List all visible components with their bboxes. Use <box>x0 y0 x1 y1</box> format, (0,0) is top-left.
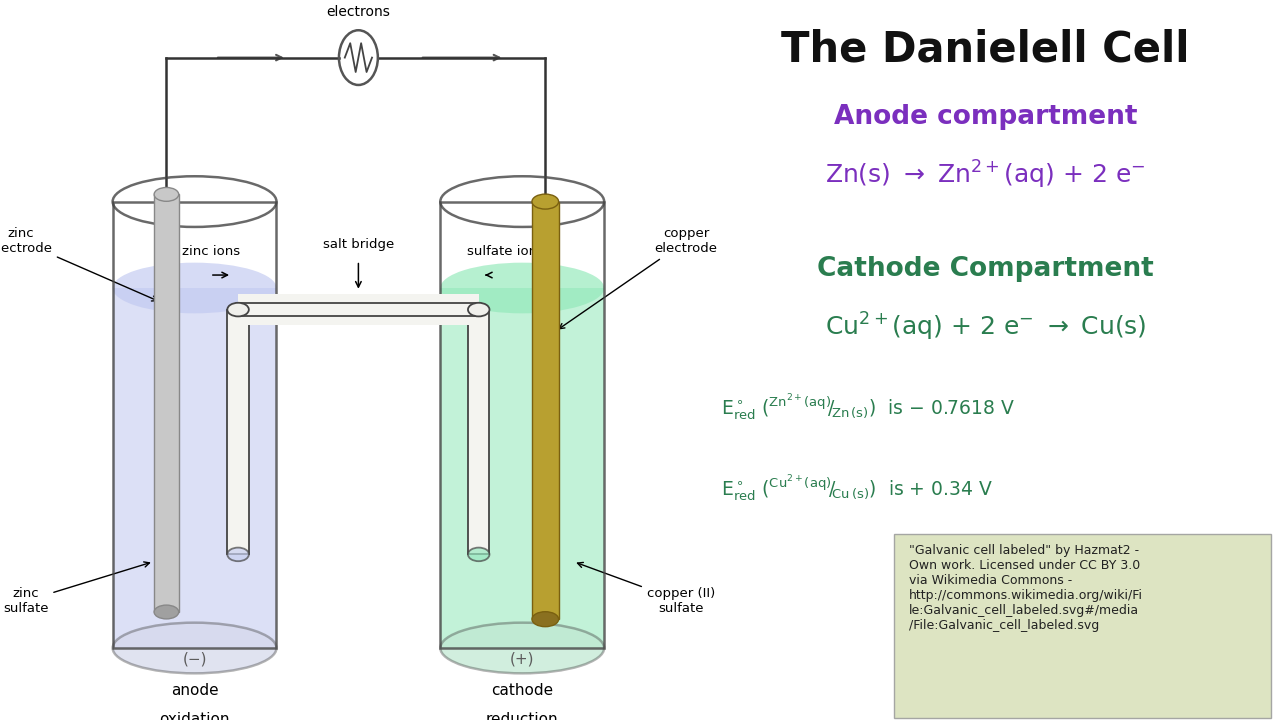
FancyBboxPatch shape <box>895 534 1271 718</box>
Ellipse shape <box>154 187 179 202</box>
Bar <box>154 194 179 612</box>
Text: zinc
electrode: zinc electrode <box>0 227 157 301</box>
Text: (−): (−) <box>182 652 207 667</box>
Text: The Danielell Cell: The Danielell Cell <box>781 29 1190 71</box>
Bar <box>440 202 604 648</box>
Text: E$^\circ_{\mathregular{red}}$ ($^{\mathregular{Zn^{2+}(aq)}}\!/\!_{\mathregular{: E$^\circ_{\mathregular{red}}$ ($^{\mathr… <box>721 392 1015 422</box>
Ellipse shape <box>440 263 604 313</box>
Text: cathode: cathode <box>492 683 553 698</box>
Ellipse shape <box>228 303 248 316</box>
Ellipse shape <box>113 623 276 673</box>
Bar <box>238 294 479 325</box>
Text: oxidation: oxidation <box>159 711 230 720</box>
Ellipse shape <box>113 263 276 313</box>
Bar <box>228 310 248 554</box>
Text: reduction: reduction <box>486 711 558 720</box>
Text: Anode compartment: Anode compartment <box>833 104 1138 130</box>
Bar <box>532 202 558 619</box>
Bar <box>468 310 489 554</box>
Text: salt bridge: salt bridge <box>323 238 394 251</box>
Ellipse shape <box>468 548 489 561</box>
Text: zinc
sulfate: zinc sulfate <box>3 562 150 615</box>
Text: sulfate ions: sulfate ions <box>467 245 544 258</box>
Bar <box>440 288 604 648</box>
Ellipse shape <box>532 194 558 209</box>
Text: E$^\circ_{\mathregular{red}}$ ($^{\mathregular{Cu^{2+}(aq)}}\!/\!_{\mathregular{: E$^\circ_{\mathregular{red}}$ ($^{\mathr… <box>721 474 993 503</box>
Text: electrons: electrons <box>326 5 390 19</box>
Ellipse shape <box>468 303 489 316</box>
Ellipse shape <box>154 605 179 619</box>
Ellipse shape <box>228 548 248 561</box>
Ellipse shape <box>532 612 558 626</box>
Ellipse shape <box>440 623 604 673</box>
Text: copper
electrode: copper electrode <box>559 227 718 329</box>
Text: Zn(s) $\rightarrow$ Zn$^{2+}$(aq) + 2 e$^{-}$: Zn(s) $\rightarrow$ Zn$^{2+}$(aq) + 2 e$… <box>826 158 1146 191</box>
Text: (+): (+) <box>509 652 535 667</box>
Text: Cathode Compartment: Cathode Compartment <box>817 256 1155 282</box>
Ellipse shape <box>113 623 276 673</box>
Text: zinc ions: zinc ions <box>182 245 241 258</box>
Bar <box>113 202 276 648</box>
Ellipse shape <box>440 623 604 673</box>
Text: anode: anode <box>170 683 219 698</box>
Text: copper (II)
sulfate: copper (II) sulfate <box>577 562 716 615</box>
Bar <box>113 288 276 648</box>
Text: "Galvanic cell labeled" by Hazmat2 -
Own work. Licensed under CC BY 3.0
via Wiki: "Galvanic cell labeled" by Hazmat2 - Own… <box>909 544 1143 631</box>
Text: Cu$^{2+}$(aq) + 2 e$^{-}$ $\rightarrow$ Cu(s): Cu$^{2+}$(aq) + 2 e$^{-}$ $\rightarrow$ … <box>824 311 1147 343</box>
